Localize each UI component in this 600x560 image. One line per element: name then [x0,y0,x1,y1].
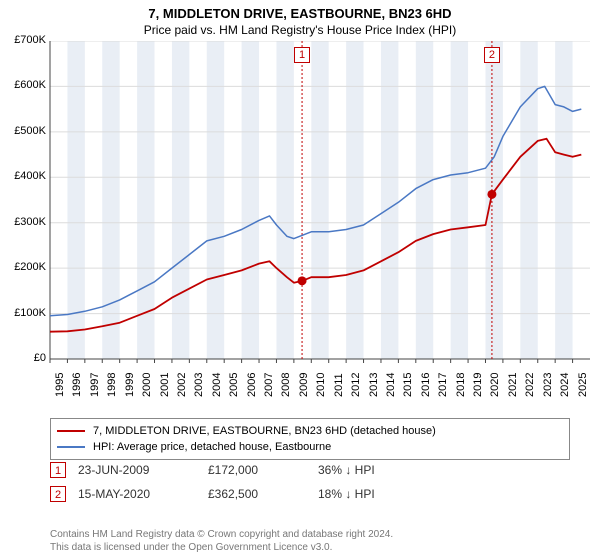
legend-label-property: 7, MIDDLETON DRIVE, EASTBOURNE, BN23 6HD… [93,425,436,437]
x-tick-label: 2004 [211,373,223,397]
card-title: 7, MIDDLETON DRIVE, EASTBOURNE, BN23 6HD [0,0,600,21]
legend-row-property: 7, MIDDLETON DRIVE, EASTBOURNE, BN23 6HD… [57,423,563,439]
y-tick-label: £100K [2,307,46,319]
y-tick-label: £400K [2,170,46,182]
x-tick-label: 2006 [246,373,258,397]
y-tick-label: £700K [2,34,46,46]
sale-price-2: £362,500 [208,487,318,501]
x-tick-label: 2019 [472,373,484,397]
chart-svg [0,41,600,409]
footnote: Contains HM Land Registry data © Crown c… [50,529,393,554]
x-tick-label: 1999 [124,373,136,397]
legend-box: 7, MIDDLETON DRIVE, EASTBOURNE, BN23 6HD… [50,418,570,460]
x-tick-label: 2016 [420,373,432,397]
x-tick-label: 2020 [489,373,501,397]
sale-marker-2: 2 [50,486,66,502]
x-tick-label: 2003 [193,373,205,397]
x-tick-label: 2024 [559,373,571,397]
legend-label-hpi: HPI: Average price, detached house, East… [93,441,331,453]
x-tick-label: 2002 [176,373,188,397]
x-tick-label: 2000 [141,373,153,397]
price-chart-card: 7, MIDDLETON DRIVE, EASTBOURNE, BN23 6HD… [0,0,600,560]
x-tick-label: 1996 [71,373,83,397]
x-tick-label: 2021 [507,373,519,397]
x-tick-label: 2011 [333,373,345,397]
x-tick-label: 2017 [437,373,449,397]
footnote-line-1: Contains HM Land Registry data © Crown c… [50,529,393,542]
footnote-line-2: This data is licensed under the Open Gov… [50,542,393,555]
x-tick-label: 2022 [524,373,536,397]
x-tick-label: 2012 [350,373,362,397]
legend-swatch-property [57,430,85,432]
y-tick-label: £300K [2,216,46,228]
y-tick-label: £200K [2,261,46,273]
legend-row-hpi: HPI: Average price, detached house, East… [57,439,563,455]
card-subtitle: Price paid vs. HM Land Registry's House … [0,21,600,41]
y-tick-label: £500K [2,125,46,137]
x-tick-label: 2005 [228,373,240,397]
y-tick-label: £600K [2,79,46,91]
sale-price-1: £172,000 [208,463,318,477]
x-tick-label: 2008 [280,373,292,397]
x-tick-label: 2009 [298,373,310,397]
sale-diff-2: 18% ↓ HPI [318,487,418,501]
y-tick-label: £0 [2,352,46,364]
x-tick-label: 1997 [89,373,101,397]
sale-diff-1: 36% ↓ HPI [318,463,418,477]
x-tick-label: 2013 [368,373,380,397]
x-tick-label: 2001 [159,373,171,397]
x-tick-label: 2007 [263,373,275,397]
x-tick-label: 2018 [455,373,467,397]
sale-marker-1: 1 [50,462,66,478]
x-tick-label: 2025 [577,373,589,397]
legend-swatch-hpi [57,446,85,448]
x-tick-label: 2015 [402,373,414,397]
sale-date-1: 23-JUN-2009 [78,463,208,477]
sale-row-1: 1 23-JUN-2009 £172,000 36% ↓ HPI [50,462,418,478]
sale-row-2: 2 15-MAY-2020 £362,500 18% ↓ HPI [50,486,418,502]
sale-date-2: 15-MAY-2020 [78,487,208,501]
x-tick-label: 2010 [315,373,327,397]
x-tick-label: 2014 [385,373,397,397]
x-tick-label: 1995 [54,373,66,397]
chart-area: £0£100K£200K£300K£400K£500K£600K£700K199… [0,41,600,409]
x-tick-label: 2023 [542,373,554,397]
x-tick-label: 1998 [106,373,118,397]
